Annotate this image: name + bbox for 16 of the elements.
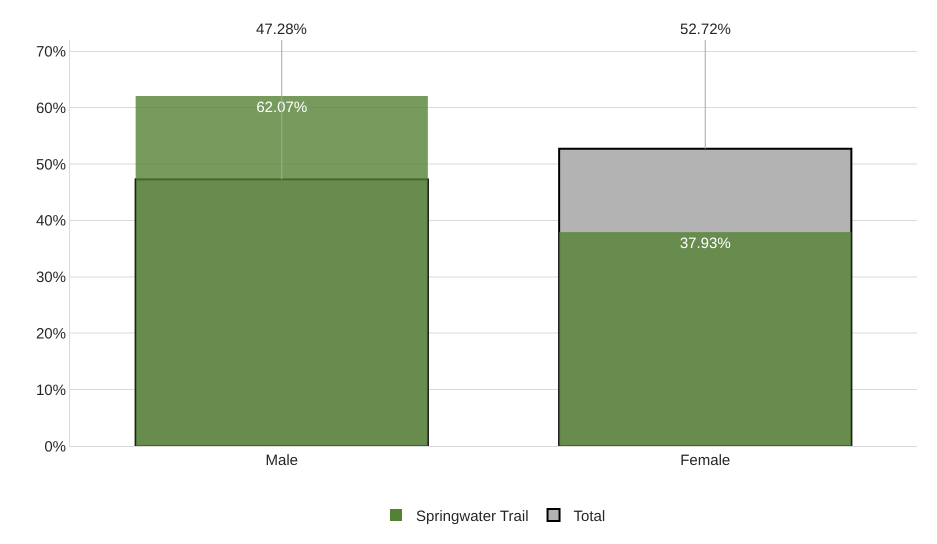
y-tick-label: 50% (36, 156, 66, 174)
x-tick-label: Female (680, 452, 730, 469)
data-label: 37.93% (680, 235, 731, 252)
y-tick-label: 20% (36, 325, 66, 342)
legend-label: Springwater Trail (416, 508, 529, 525)
x-tick-label: Male (265, 452, 298, 469)
y-tick-label: 10% (36, 382, 66, 399)
y-tick-label: 70% (36, 44, 66, 61)
y-tick-label: 60% (36, 100, 66, 117)
data-label: 62.07% (256, 98, 308, 116)
y-tick-label: 0% (44, 438, 66, 456)
y-tick-label: 30% (36, 269, 66, 286)
legend-label: Total (574, 508, 606, 525)
data-label: 47.28% (256, 21, 307, 38)
y-tick-label: 40% (36, 212, 66, 230)
data-label: 52.72% (680, 21, 731, 38)
